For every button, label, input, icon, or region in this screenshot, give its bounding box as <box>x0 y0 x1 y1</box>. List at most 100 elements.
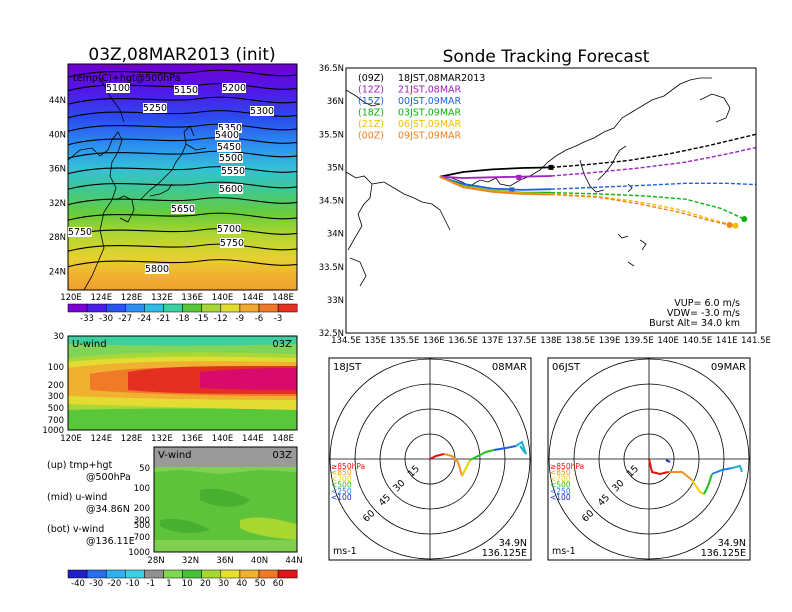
lat-tick-label: 35N <box>327 163 344 173</box>
height-contour-line <box>68 150 297 159</box>
v-wind-lat-labels: 28N 32N 36N 40N 44N <box>147 556 302 566</box>
u-wind-frame <box>67 335 298 431</box>
lat-tick-label: 28N <box>49 233 66 243</box>
pressure-tick-label: 700 <box>48 416 64 426</box>
pressure-legend-item: ≥850hPa <box>550 462 584 471</box>
lon-tick-label: 141E <box>716 336 738 346</box>
contour-label: 5750 <box>220 238 244 249</box>
contour-label: 5800 <box>145 264 169 275</box>
lon-tick-label: 124E <box>90 293 112 303</box>
lon-tick-label: 137.5E <box>507 336 537 346</box>
pressure-legend-item: <250 <box>331 487 352 496</box>
contour-label: 5550 <box>221 166 245 177</box>
pressure-legend-item: ≥850hPa <box>331 462 365 471</box>
legend-text: 03JST,09MAR <box>398 108 462 119</box>
contour-label: 5700 <box>217 224 241 235</box>
contour-label-bg <box>222 83 246 93</box>
track-marker <box>726 222 733 229</box>
colorbar-tick-label: -1 <box>147 579 155 589</box>
hodo-trace <box>668 471 693 481</box>
colorbar-swatch <box>163 569 183 579</box>
track-dashed-(18Z) <box>550 191 745 220</box>
colorbar-tick-label: 50 <box>255 579 266 589</box>
pressure-tick-label: 1000 <box>128 548 150 558</box>
colorbar-swatch <box>86 303 107 313</box>
legend-text: 06JST,09MAR <box>398 119 462 130</box>
colorbar-swatch <box>144 569 164 579</box>
note-line: @34.86N <box>86 504 130 515</box>
colorbar-tick-label: -18 <box>176 314 190 324</box>
lon-tick-label: 140E <box>657 336 679 346</box>
note-line: (up) tmp+hgt <box>47 460 113 471</box>
coastline-japan <box>346 77 731 287</box>
hodo-trace <box>731 464 743 473</box>
colorbar-swatch <box>105 303 126 313</box>
height-contour-line <box>68 212 297 221</box>
temp-lon-labels: 120E 124E 128E 132E 136E 140E 144E 148E <box>60 293 294 303</box>
lon-tick-label: 139E <box>599 336 621 346</box>
colorbar-swatch <box>182 569 202 579</box>
lon-tick-label: 144E <box>242 434 264 444</box>
u-wind-lon-labels: 120E 124E 128E 132E 136E 140E 144E 148E <box>60 434 294 444</box>
track-solid-(15Z) <box>439 175 552 191</box>
height-contours <box>68 64 297 268</box>
hodo-trace <box>711 467 733 475</box>
pressure-tick-label: 300 <box>48 392 64 402</box>
contour-label: 5250 <box>143 103 167 114</box>
u-wind-time: 03Z <box>272 339 292 350</box>
hodo-trace <box>515 440 527 455</box>
lon-tick-label: 135.5E <box>390 336 420 346</box>
pressure-tick-label: 500 <box>134 521 150 531</box>
tracking-frame <box>345 67 757 334</box>
legend-id: (21Z) <box>358 119 384 130</box>
colorbar-swatch <box>67 569 88 579</box>
track-dashed-(12Z) <box>550 146 756 177</box>
lat-tick-label: 32N <box>49 199 66 209</box>
pressure-tick-label: 100 <box>48 363 64 373</box>
colorbar-swatch <box>182 303 202 313</box>
contour-label-bg <box>220 238 244 248</box>
colorbar-swatch <box>277 303 298 313</box>
lon-tick-label: 139.5E <box>624 336 654 346</box>
lat-tick-label: 32.5N <box>319 329 344 339</box>
pressure-tick-label: 30 <box>53 332 64 342</box>
contour-label: 5500 <box>219 153 243 164</box>
panel-notes: (up) tmp+hgt@500hPa (mid) u-wind@34.86N (b… <box>47 460 135 547</box>
lat-tick-label: 34.5N <box>319 197 344 207</box>
colorbar-tick-label: -40 <box>71 579 85 589</box>
contour-label-bg <box>171 204 195 214</box>
legend-id: (00Z) <box>358 131 384 142</box>
tracking-title: Sonde Tracking Forecast <box>443 47 650 67</box>
hodo-lat: 34.9N <box>499 538 527 549</box>
pressure-legend-item: <500 <box>331 481 352 490</box>
height-contour-line <box>68 166 297 175</box>
contour-label-bg <box>219 153 243 163</box>
trajectory-lines <box>439 133 756 229</box>
contour-label-bg <box>217 142 241 152</box>
temp-field <box>68 64 297 290</box>
colorbar-swatch <box>67 303 88 313</box>
note-line: @500hPa <box>86 472 131 483</box>
contour-label-bg <box>217 224 241 234</box>
colorbar-swatch <box>239 303 260 313</box>
contour-label-bg <box>143 103 167 113</box>
legend-text: 00JST,09MAR <box>398 96 462 107</box>
colorbar-swatch <box>163 303 183 313</box>
height-contour-line <box>68 259 297 268</box>
hodo-date: 09MAR <box>711 362 746 373</box>
hodo-trace <box>461 459 471 477</box>
pressure-legend-item: <850 <box>550 468 571 477</box>
height-contour-line <box>68 181 297 190</box>
pressure-legend-item: <250 <box>550 487 571 496</box>
track-marker <box>509 187 515 193</box>
lon-tick-label: 132E <box>151 434 173 444</box>
height-contour-line <box>68 83 297 92</box>
pressure-legend-item: <100 <box>331 493 352 502</box>
pressure-tick-label: 200 <box>134 504 150 514</box>
pressure-legend-item: <700 <box>550 474 571 483</box>
contour-label: 5150 <box>174 85 198 96</box>
lon-tick-label: 136E <box>181 434 203 444</box>
contour-label: 5100 <box>106 83 130 94</box>
